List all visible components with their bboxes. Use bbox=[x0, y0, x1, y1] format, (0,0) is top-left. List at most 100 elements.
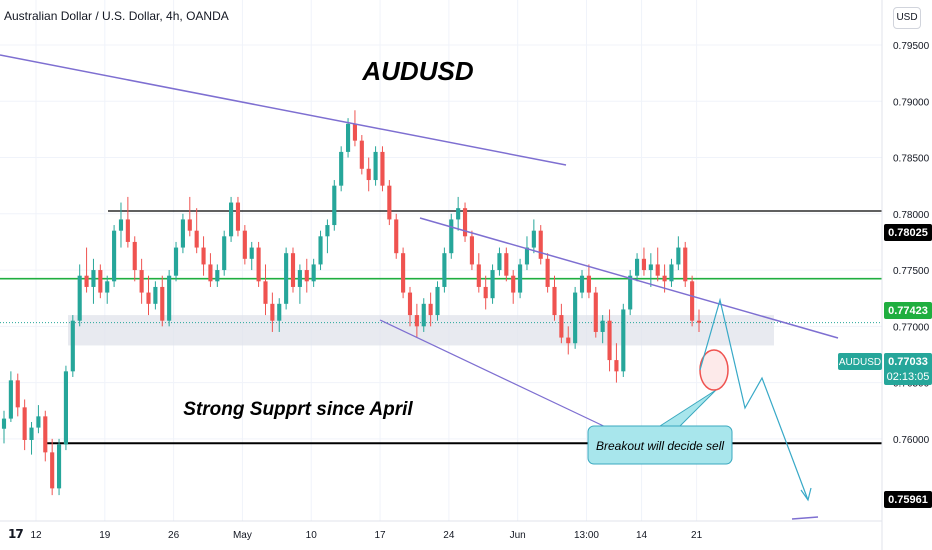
candle-body[interactable] bbox=[43, 416, 48, 453]
candle-body[interactable] bbox=[311, 264, 316, 282]
annotations[interactable]: AUDUSD Strong Supprt since April Breakou… bbox=[183, 56, 812, 502]
candle-body[interactable] bbox=[98, 270, 103, 293]
candle-body[interactable] bbox=[297, 270, 302, 287]
candle-body[interactable] bbox=[359, 140, 364, 169]
candle-body[interactable] bbox=[1, 418, 7, 429]
candle-body[interactable] bbox=[345, 123, 351, 152]
callout-text[interactable]: Breakout will decide sell bbox=[596, 439, 724, 453]
candle-body[interactable] bbox=[373, 151, 378, 181]
candle-body[interactable] bbox=[456, 208, 461, 220]
descending-resistance-trendline[interactable] bbox=[419, 217, 839, 339]
lower-channel-trendline[interactable] bbox=[379, 319, 613, 431]
candle-body[interactable] bbox=[36, 416, 41, 428]
partial-trendline[interactable] bbox=[791, 516, 819, 520]
candle-body[interactable] bbox=[256, 247, 261, 282]
candle-body[interactable] bbox=[180, 219, 185, 248]
candle-body[interactable] bbox=[112, 230, 117, 282]
candle-body[interactable] bbox=[690, 281, 695, 321]
candle-body[interactable] bbox=[621, 309, 626, 372]
candle-body[interactable] bbox=[242, 230, 247, 259]
candle-body[interactable] bbox=[504, 253, 509, 276]
candle-body[interactable] bbox=[407, 292, 413, 316]
candle-body[interactable] bbox=[160, 286, 165, 321]
candle-body[interactable] bbox=[490, 270, 495, 299]
candle-body[interactable] bbox=[648, 264, 653, 271]
candle-body[interactable] bbox=[70, 320, 75, 372]
candle-body[interactable] bbox=[524, 247, 530, 265]
candle-body[interactable] bbox=[442, 253, 447, 287]
candle-body[interactable] bbox=[600, 320, 605, 332]
candle-body[interactable] bbox=[146, 292, 151, 304]
chart-annotation-title[interactable]: AUDUSD bbox=[361, 56, 473, 86]
candle-body[interactable] bbox=[56, 444, 62, 489]
candle-body[interactable] bbox=[511, 275, 516, 293]
candle-body[interactable] bbox=[531, 230, 536, 248]
candle-body[interactable] bbox=[635, 258, 640, 276]
candle-body[interactable] bbox=[614, 360, 619, 372]
candle-body[interactable] bbox=[229, 202, 234, 237]
current-symbol-tag[interactable] bbox=[838, 353, 882, 370]
candle-body[interactable] bbox=[394, 219, 399, 254]
symbol-title[interactable]: Australian Dollar / U.S. Dollar, 4h, OAN… bbox=[4, 9, 229, 23]
candle-body[interactable] bbox=[579, 275, 585, 293]
candle-body[interactable] bbox=[607, 320, 612, 361]
candle-body[interactable] bbox=[387, 185, 392, 220]
candle-body[interactable] bbox=[153, 286, 158, 304]
candle-body[interactable] bbox=[15, 380, 20, 408]
candle-body[interactable] bbox=[63, 371, 68, 445]
currency-button[interactable]: USD bbox=[893, 7, 921, 29]
candle-body[interactable] bbox=[8, 380, 13, 419]
candle-body[interactable] bbox=[497, 253, 502, 271]
candle-body[interactable] bbox=[277, 303, 282, 321]
candle-body[interactable] bbox=[538, 230, 543, 259]
candle-body[interactable] bbox=[208, 264, 213, 282]
candle-body[interactable] bbox=[380, 151, 385, 186]
candle-body[interactable] bbox=[332, 185, 337, 226]
candle-body[interactable] bbox=[290, 253, 296, 287]
trendlines[interactable] bbox=[0, 54, 839, 520]
candle-body[interactable] bbox=[476, 264, 481, 287]
tradingview-logo[interactable]: 17 bbox=[8, 527, 24, 541]
candle-body[interactable] bbox=[401, 253, 406, 293]
candle-body[interactable] bbox=[469, 236, 474, 265]
level-tag-2[interactable] bbox=[884, 302, 932, 319]
forecast-path[interactable] bbox=[699, 297, 809, 501]
candle-body[interactable] bbox=[628, 275, 633, 310]
level-tag-3[interactable] bbox=[884, 491, 932, 508]
candles[interactable] bbox=[1, 110, 702, 496]
candle-body[interactable] bbox=[655, 264, 660, 276]
candle-body[interactable] bbox=[552, 286, 557, 316]
candle-body[interactable] bbox=[118, 219, 124, 231]
support-zone-rect[interactable] bbox=[68, 315, 774, 346]
candle-body[interactable] bbox=[84, 275, 89, 287]
candle-body[interactable] bbox=[173, 247, 179, 276]
candle-body[interactable] bbox=[125, 219, 130, 242]
candle-body[interactable] bbox=[249, 247, 254, 259]
candle-body[interactable] bbox=[139, 270, 144, 293]
candle-body[interactable] bbox=[545, 258, 550, 287]
support-annotation[interactable]: Strong Supprt since April bbox=[183, 399, 413, 420]
candle-body[interactable] bbox=[325, 225, 330, 237]
candle-body[interactable] bbox=[215, 270, 220, 282]
candle-body[interactable] bbox=[235, 202, 241, 231]
candle-body[interactable] bbox=[284, 253, 289, 304]
candle-body[interactable] bbox=[669, 264, 674, 282]
candle-body[interactable] bbox=[352, 123, 358, 141]
candle-body[interactable] bbox=[483, 286, 488, 299]
candle-body[interactable] bbox=[366, 168, 371, 181]
candle-body[interactable] bbox=[435, 286, 440, 316]
candle-body[interactable] bbox=[696, 320, 702, 323]
candle-body[interactable] bbox=[683, 247, 688, 282]
candle-body[interactable] bbox=[50, 452, 55, 489]
candle-body[interactable] bbox=[105, 281, 110, 293]
candle-body[interactable] bbox=[586, 275, 591, 293]
candle-body[interactable] bbox=[91, 270, 96, 287]
candle-body[interactable] bbox=[641, 258, 647, 271]
candle-body[interactable] bbox=[593, 292, 598, 332]
candle-body[interactable] bbox=[414, 315, 419, 327]
candle-body[interactable] bbox=[449, 219, 454, 254]
candle-body[interactable] bbox=[263, 281, 268, 304]
candle-body[interactable] bbox=[339, 151, 344, 186]
price-tags[interactable]: 0.78025 0.77423 AUDUSD 0.77033 02:13:05 … bbox=[838, 224, 932, 508]
